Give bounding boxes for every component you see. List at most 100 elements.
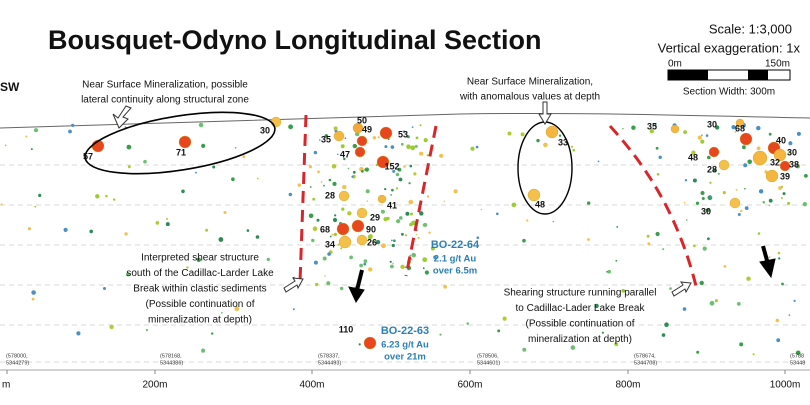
intercept-dot: [4, 144, 7, 147]
intercept-dot: [647, 242, 651, 246]
intercept-dot: [742, 145, 746, 150]
intercept-dot: [400, 142, 404, 146]
annotation: Break within clastic sediments: [133, 284, 266, 295]
intercept-dot: [683, 201, 686, 204]
intercept-dot: [775, 318, 779, 323]
intercept-dot: [205, 228, 209, 232]
intercept-dot: [404, 266, 407, 269]
distance-label: 400m: [299, 380, 324, 391]
intercept-marker: [270, 116, 282, 128]
grade-label: 30: [260, 125, 270, 135]
distance-label: 800m: [615, 380, 640, 391]
intercept-dot: [739, 342, 744, 347]
intercept-marker: [333, 130, 345, 142]
intercept-dot: [744, 206, 749, 211]
intercept-dot: [722, 191, 726, 195]
intercept-dot: [315, 282, 319, 287]
intercept-dot: [372, 136, 377, 140]
grade-label: 68: [320, 224, 330, 234]
intercept-marker: [351, 219, 365, 233]
annotation: Interpreted shear structure: [141, 253, 259, 264]
intercept-dot: [423, 138, 428, 143]
grade-label: 34: [325, 239, 335, 249]
intercept-dot: [572, 148, 575, 152]
intercept-dot: [166, 217, 168, 220]
intercept-marker: [379, 126, 393, 140]
intercept-dot: [692, 178, 697, 183]
intercept-dot: [332, 181, 337, 186]
intercept-dot: [743, 163, 748, 168]
intercept-dot: [443, 200, 446, 203]
intercept-dot: [242, 155, 246, 159]
intercept-dot: [439, 153, 444, 158]
drill-intercepts: [0, 116, 808, 356]
intercept-dot: [709, 196, 712, 199]
intercept-dot: [654, 123, 657, 127]
intercept-dot: [744, 187, 746, 190]
distance-label: m: [2, 380, 10, 391]
intercept-dot: [352, 143, 357, 149]
intercept-dot: [709, 181, 712, 184]
intercept-dot: [308, 165, 312, 169]
grade-label: 110: [339, 324, 354, 334]
vertical-exaggeration: Vertical exaggeration: 1x: [658, 40, 801, 55]
intercept-dot: [746, 276, 751, 281]
hole-name: BO-22-64: [431, 239, 480, 251]
intercept-dot: [740, 209, 743, 213]
hole-result: 2.1 g/t Au: [434, 254, 477, 265]
intercept-dot: [384, 188, 387, 191]
coordinate: 5344601): [477, 360, 500, 366]
intercept-dot: [793, 299, 796, 302]
coordinate: 5344279): [6, 360, 29, 366]
intercept-dot: [308, 213, 314, 219]
scale-bar: [667, 69, 791, 81]
grade-label: 68: [735, 123, 745, 133]
intercept-dot: [361, 169, 364, 173]
grade-label: 48: [535, 199, 545, 209]
intercept-dot: [155, 221, 160, 225]
intercept-dot: [656, 173, 660, 176]
intercept-dot: [768, 204, 771, 207]
grade-label: 30: [787, 147, 797, 157]
intercept-marker: [765, 169, 779, 183]
intercept-dot: [403, 165, 406, 168]
intercept-dot: [700, 191, 705, 195]
intercept-dot: [747, 159, 752, 165]
intercept-dot: [316, 218, 320, 222]
intercept-dot: [522, 238, 526, 243]
direction: SW: [0, 80, 20, 94]
intercept-dot: [406, 135, 410, 139]
grade-label: 57: [83, 151, 93, 161]
intercept-dot: [234, 146, 237, 149]
intercept-dot: [414, 144, 418, 148]
grade-label: 28: [325, 190, 335, 200]
annotation: with anomalous values at depth: [459, 92, 600, 103]
intercept-dot: [103, 287, 106, 290]
intercept-dot: [198, 122, 204, 128]
intercept-dot: [409, 222, 413, 227]
intercept-dot: [475, 145, 479, 149]
annotation: Near Surface Mineralization,: [467, 77, 593, 88]
intercept-dot: [757, 232, 761, 235]
intercept-dot: [714, 299, 719, 303]
intercept-dot: [181, 189, 185, 194]
intercept-dot: [231, 177, 235, 181]
grade-label: 53: [398, 129, 408, 139]
intercept-dot: [404, 234, 408, 237]
intercept-dot: [165, 222, 170, 227]
intercept-dot: [422, 257, 428, 263]
intercept-dot: [349, 255, 353, 260]
intercept-dot: [697, 135, 702, 140]
coordinate: (578506,: [477, 353, 499, 359]
intercept-dot: [419, 124, 422, 127]
intercept-dot: [218, 237, 224, 242]
intercept-marker: [718, 159, 730, 171]
intercept-dot: [328, 178, 332, 182]
intercept-dot: [340, 286, 344, 291]
intercept-dot: [736, 302, 741, 306]
intercept-dot: [607, 269, 611, 274]
intercept-dot: [597, 160, 600, 163]
intercept-dot: [351, 175, 354, 178]
intercept-dot: [25, 135, 28, 138]
